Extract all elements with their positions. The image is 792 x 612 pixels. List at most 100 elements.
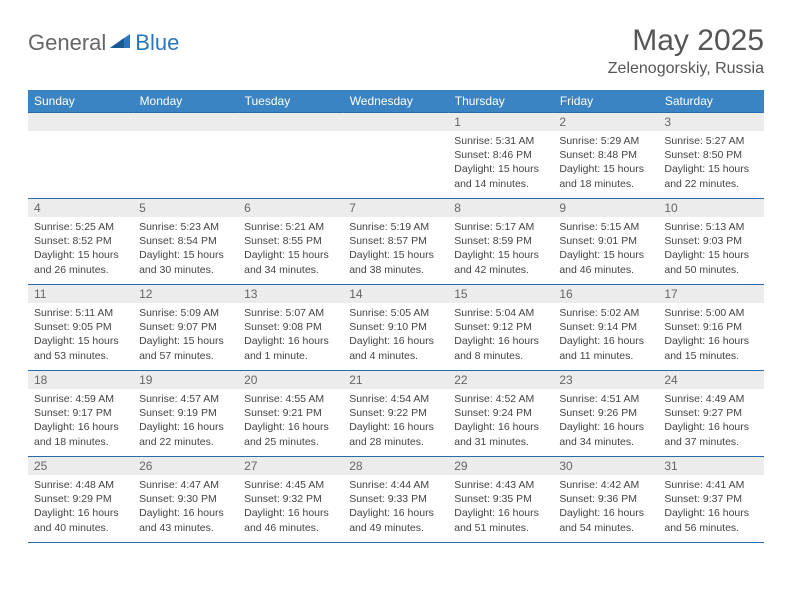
brand-triangle-icon [110,32,132,55]
calendar-cell: 29Sunrise: 4:43 AMSunset: 9:35 PMDayligh… [448,457,553,543]
day-number: 22 [448,371,553,389]
day-number: 4 [28,199,133,217]
calendar-cell: 18Sunrise: 4:59 AMSunset: 9:17 PMDayligh… [28,371,133,457]
day-details: Sunrise: 5:21 AMSunset: 8:55 PMDaylight:… [238,217,343,281]
calendar-cell: 9Sunrise: 5:15 AMSunset: 9:01 PMDaylight… [553,199,658,285]
day-details: Sunrise: 5:09 AMSunset: 9:07 PMDaylight:… [133,303,238,367]
day-details: Sunrise: 4:55 AMSunset: 9:21 PMDaylight:… [238,389,343,453]
day-number: 16 [553,285,658,303]
calendar-cell: 23Sunrise: 4:51 AMSunset: 9:26 PMDayligh… [553,371,658,457]
day-number: 23 [553,371,658,389]
calendar-cell [133,113,238,199]
day-details: Sunrise: 4:57 AMSunset: 9:19 PMDaylight:… [133,389,238,453]
day-number: 14 [343,285,448,303]
calendar-cell: 17Sunrise: 5:00 AMSunset: 9:16 PMDayligh… [658,285,763,371]
day-details: Sunrise: 5:17 AMSunset: 8:59 PMDaylight:… [448,217,553,281]
day-details: Sunrise: 5:07 AMSunset: 9:08 PMDaylight:… [238,303,343,367]
day-number: 24 [658,371,763,389]
day-number: 1 [448,113,553,131]
calendar-cell [238,113,343,199]
day-number: 13 [238,285,343,303]
day-details: Sunrise: 5:25 AMSunset: 8:52 PMDaylight:… [28,217,133,281]
calendar-cell: 14Sunrise: 5:05 AMSunset: 9:10 PMDayligh… [343,285,448,371]
calendar-cell: 11Sunrise: 5:11 AMSunset: 9:05 PMDayligh… [28,285,133,371]
day-details: Sunrise: 5:00 AMSunset: 9:16 PMDaylight:… [658,303,763,367]
calendar-cell: 8Sunrise: 5:17 AMSunset: 8:59 PMDaylight… [448,199,553,285]
calendar-cell: 26Sunrise: 4:47 AMSunset: 9:30 PMDayligh… [133,457,238,543]
calendar-cell: 19Sunrise: 4:57 AMSunset: 9:19 PMDayligh… [133,371,238,457]
day-number: 18 [28,371,133,389]
day-number: 15 [448,285,553,303]
calendar-week-row: 25Sunrise: 4:48 AMSunset: 9:29 PMDayligh… [28,457,764,543]
calendar-cell: 16Sunrise: 5:02 AMSunset: 9:14 PMDayligh… [553,285,658,371]
calendar-week-row: 18Sunrise: 4:59 AMSunset: 9:17 PMDayligh… [28,371,764,457]
day-number: 21 [343,371,448,389]
page-header: General Blue May 2025 Zelenogorskiy, Rus… [28,24,764,78]
calendar-cell: 24Sunrise: 4:49 AMSunset: 9:27 PMDayligh… [658,371,763,457]
day-details: Sunrise: 5:02 AMSunset: 9:14 PMDaylight:… [553,303,658,367]
day-details: Sunrise: 4:54 AMSunset: 9:22 PMDaylight:… [343,389,448,453]
brand-part2: Blue [135,30,179,56]
day-details: Sunrise: 4:41 AMSunset: 9:37 PMDaylight:… [658,475,763,539]
calendar-cell: 10Sunrise: 5:13 AMSunset: 9:03 PMDayligh… [658,199,763,285]
day-details: Sunrise: 5:11 AMSunset: 9:05 PMDaylight:… [28,303,133,367]
location-label: Zelenogorskiy, Russia [608,60,764,78]
calendar-cell: 28Sunrise: 4:44 AMSunset: 9:33 PMDayligh… [343,457,448,543]
day-number: 5 [133,199,238,217]
day-details: Sunrise: 5:29 AMSunset: 8:48 PMDaylight:… [553,131,658,195]
calendar-cell: 13Sunrise: 5:07 AMSunset: 9:08 PMDayligh… [238,285,343,371]
month-title: May 2025 [608,24,764,58]
day-details: Sunrise: 4:47 AMSunset: 9:30 PMDaylight:… [133,475,238,539]
day-details: Sunrise: 4:49 AMSunset: 9:27 PMDaylight:… [658,389,763,453]
calendar-page: General Blue May 2025 Zelenogorskiy, Rus… [0,0,792,563]
calendar-header-row: SundayMondayTuesdayWednesdayThursdayFrid… [28,90,764,113]
day-header: Sunday [28,90,133,113]
day-details: Sunrise: 4:48 AMSunset: 9:29 PMDaylight:… [28,475,133,539]
calendar-cell: 27Sunrise: 4:45 AMSunset: 9:32 PMDayligh… [238,457,343,543]
day-details: Sunrise: 5:23 AMSunset: 8:54 PMDaylight:… [133,217,238,281]
calendar-cell: 4Sunrise: 5:25 AMSunset: 8:52 PMDaylight… [28,199,133,285]
day-details: Sunrise: 4:52 AMSunset: 9:24 PMDaylight:… [448,389,553,453]
day-header: Monday [133,90,238,113]
calendar-cell [343,113,448,199]
calendar-cell: 21Sunrise: 4:54 AMSunset: 9:22 PMDayligh… [343,371,448,457]
calendar-cell: 30Sunrise: 4:42 AMSunset: 9:36 PMDayligh… [553,457,658,543]
calendar-cell: 1Sunrise: 5:31 AMSunset: 8:46 PMDaylight… [448,113,553,199]
day-header: Thursday [448,90,553,113]
calendar-cell: 12Sunrise: 5:09 AMSunset: 9:07 PMDayligh… [133,285,238,371]
day-details: Sunrise: 5:13 AMSunset: 9:03 PMDaylight:… [658,217,763,281]
day-details: Sunrise: 4:43 AMSunset: 9:35 PMDaylight:… [448,475,553,539]
day-number: 6 [238,199,343,217]
calendar-cell: 25Sunrise: 4:48 AMSunset: 9:29 PMDayligh… [28,457,133,543]
day-details: Sunrise: 5:04 AMSunset: 9:12 PMDaylight:… [448,303,553,367]
day-number [28,113,133,131]
day-number: 26 [133,457,238,475]
day-number [133,113,238,131]
day-number: 2 [553,113,658,131]
calendar-week-row: 1Sunrise: 5:31 AMSunset: 8:46 PMDaylight… [28,113,764,199]
day-details: Sunrise: 4:59 AMSunset: 9:17 PMDaylight:… [28,389,133,453]
day-header: Tuesday [238,90,343,113]
day-details: Sunrise: 4:42 AMSunset: 9:36 PMDaylight:… [553,475,658,539]
calendar-week-row: 4Sunrise: 5:25 AMSunset: 8:52 PMDaylight… [28,199,764,285]
day-number: 28 [343,457,448,475]
day-details: Sunrise: 4:44 AMSunset: 9:33 PMDaylight:… [343,475,448,539]
calendar-week-row: 11Sunrise: 5:11 AMSunset: 9:05 PMDayligh… [28,285,764,371]
title-block: May 2025 Zelenogorskiy, Russia [608,24,764,78]
calendar-cell: 6Sunrise: 5:21 AMSunset: 8:55 PMDaylight… [238,199,343,285]
day-number: 9 [553,199,658,217]
day-number: 30 [553,457,658,475]
day-number: 27 [238,457,343,475]
brand-part1: General [28,30,106,56]
day-number: 25 [28,457,133,475]
day-details: Sunrise: 5:05 AMSunset: 9:10 PMDaylight:… [343,303,448,367]
calendar-cell: 22Sunrise: 4:52 AMSunset: 9:24 PMDayligh… [448,371,553,457]
day-header: Wednesday [343,90,448,113]
day-details: Sunrise: 5:31 AMSunset: 8:46 PMDaylight:… [448,131,553,195]
day-number: 3 [658,113,763,131]
calendar-cell: 3Sunrise: 5:27 AMSunset: 8:50 PMDaylight… [658,113,763,199]
day-number: 31 [658,457,763,475]
day-details: Sunrise: 5:27 AMSunset: 8:50 PMDaylight:… [658,131,763,195]
brand-logo: General Blue [28,30,179,56]
day-number: 19 [133,371,238,389]
